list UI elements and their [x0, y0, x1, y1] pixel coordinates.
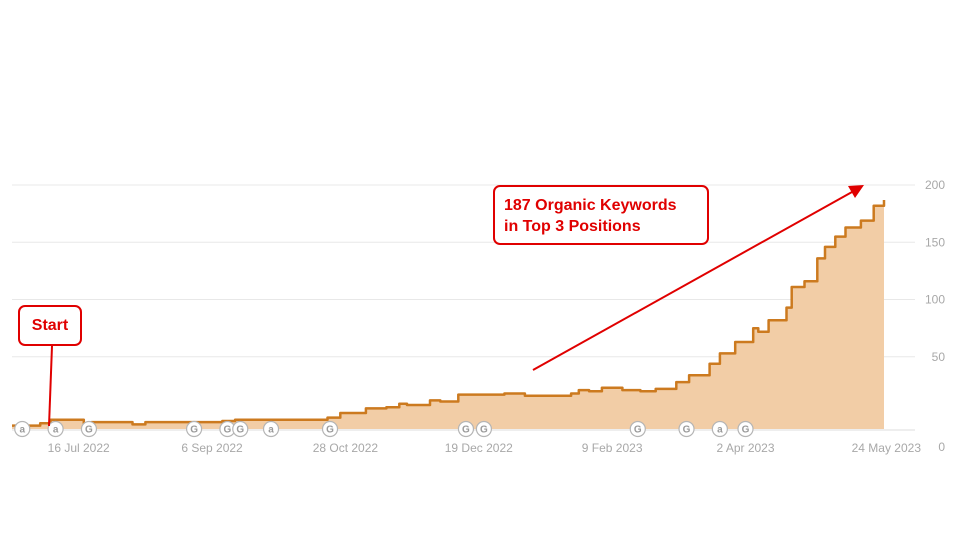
svg-text:G: G	[683, 425, 691, 436]
x-tick-label: 28 Oct 2022	[313, 441, 379, 455]
growth-arrow-line	[532, 191, 853, 371]
keyword-trend-line	[12, 200, 886, 427]
x-tick-label: 16 Jul 2022	[48, 441, 110, 455]
svg-text:G: G	[462, 425, 470, 436]
google-update-icon[interactable]: G	[185, 420, 203, 438]
keywords-callout-line2: in Top 3 Positions	[504, 218, 641, 235]
y-tick-150: 150	[925, 235, 945, 249]
amazon-event-icon[interactable]: a	[14, 420, 31, 438]
svg-text:G: G	[236, 425, 244, 436]
google-update-icon[interactable]: G	[629, 420, 646, 438]
svg-text:G: G	[326, 425, 334, 436]
svg-text:G: G	[85, 425, 93, 436]
keywords-callout: 187 Organic Keywords in Top 3 Positions	[493, 185, 709, 245]
y-tick-100: 100	[925, 293, 945, 307]
svg-text:a: a	[19, 425, 25, 436]
amazon-event-icon[interactable]: a	[47, 420, 64, 438]
keyword-area-fill	[12, 200, 884, 429]
svg-text:G: G	[634, 425, 642, 436]
start-callout: Start	[18, 305, 82, 346]
svg-text:G: G	[480, 425, 488, 436]
svg-text:a: a	[53, 425, 59, 436]
svg-text:a: a	[268, 425, 274, 436]
google-update-icon[interactable]: G	[737, 420, 754, 438]
google-update-icon[interactable]: G	[232, 420, 249, 438]
x-tick-label: 24 May 2023	[852, 441, 922, 455]
keywords-callout-line1: 187 Organic Keywords	[504, 197, 677, 214]
x-tick-label: 6 Sep 2022	[181, 441, 243, 455]
y-axis-ticks: 0 50 100 150 200	[925, 178, 945, 454]
google-update-icon[interactable]: G	[457, 420, 475, 438]
google-update-icon[interactable]: G	[321, 420, 339, 438]
svg-text:a: a	[717, 425, 723, 436]
x-tick-label: 9 Feb 2023	[582, 441, 643, 455]
google-update-icon[interactable]: G	[80, 420, 98, 438]
y-tick-200: 200	[925, 178, 945, 192]
y-tick-50: 50	[932, 350, 946, 364]
start-callout-label: Start	[31, 316, 69, 334]
start-pointer-line	[48, 345, 53, 427]
google-update-icon[interactable]: G	[475, 420, 493, 438]
x-tick-label: 19 Dec 2022	[445, 441, 513, 455]
svg-text:G: G	[742, 425, 750, 436]
growth-arrow-head	[848, 185, 864, 198]
annotation-arrows	[48, 185, 864, 427]
x-axis-ticks: 16 Jul 2022 6 Sep 2022 28 Oct 2022 19 Dec 2…	[48, 441, 922, 455]
amazon-event-icon[interactable]: a	[711, 420, 728, 438]
x-tick-label: 2 Apr 2023	[716, 441, 774, 455]
amazon-event-icon[interactable]: a	[262, 420, 280, 438]
google-update-icon[interactable]: G	[678, 420, 695, 438]
y-tick-0: 0	[938, 440, 945, 454]
svg-text:G: G	[190, 425, 198, 436]
svg-text:G: G	[224, 425, 232, 436]
